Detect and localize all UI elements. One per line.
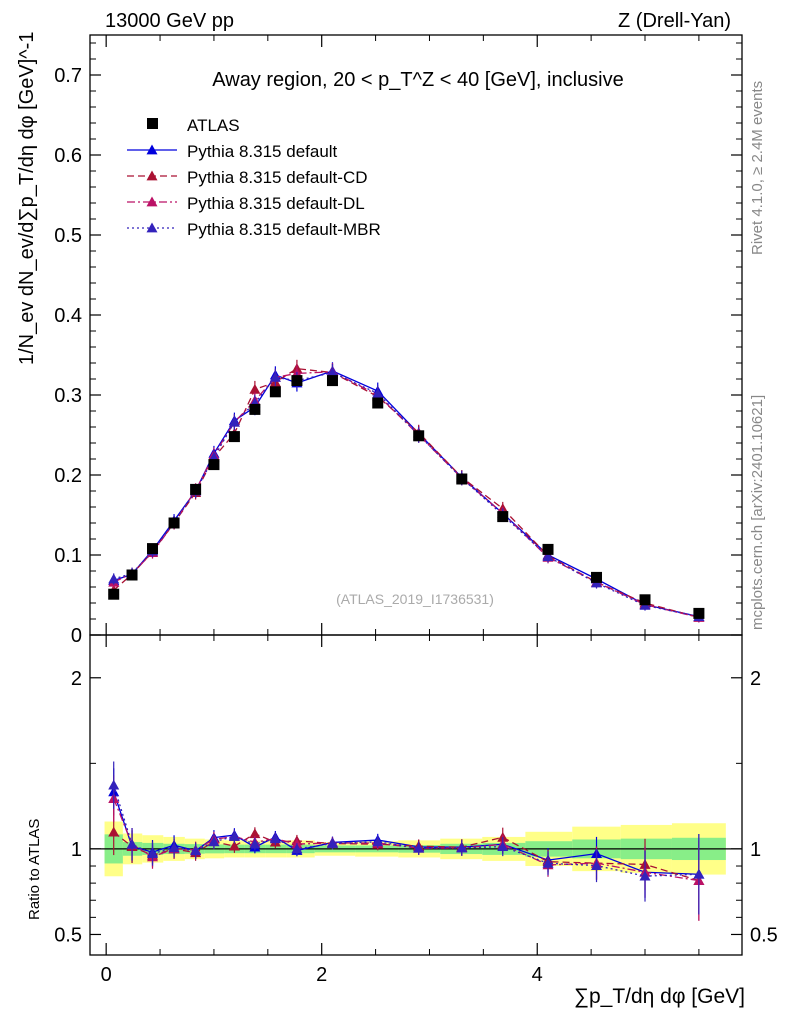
ratio-marker — [228, 840, 240, 851]
ratio-marker — [269, 833, 281, 844]
energy-label: 13000 GeV pp — [105, 10, 234, 32]
ratio-marker — [147, 848, 159, 859]
atlas-data-point — [372, 397, 384, 409]
atlas-data-point — [190, 483, 202, 495]
legend: ATLAS Pythia 8.315 default Pythia 8.315 de… — [127, 116, 381, 239]
ratio-marker — [497, 841, 509, 851]
legend-marker-atlas — [147, 118, 158, 129]
series-marker — [372, 387, 384, 398]
series-marker — [228, 416, 240, 427]
atlas-data-point — [497, 511, 509, 523]
atlas-data-point — [168, 517, 180, 529]
atlas-data-points — [108, 375, 705, 619]
atlas-data-point — [591, 571, 603, 583]
y-tick-label: 0 — [71, 625, 82, 647]
y-tick-label: 0.2 — [54, 465, 82, 487]
ratio-marker — [249, 838, 261, 849]
atlas-data-point — [413, 430, 425, 442]
y-axis-label-main: 1/N_ev dN_ev/d∑p_T/dη dφ [GeV]^-1 — [16, 32, 38, 365]
atlas-data-point — [208, 459, 220, 471]
x-axis-label: ∑p_T/dη dφ [GeV] — [574, 985, 745, 1008]
ratio-marker — [108, 779, 120, 790]
legend-marker-3 — [146, 222, 158, 233]
atlas-data-point — [693, 607, 705, 619]
ratio-marker — [249, 828, 261, 839]
ratio-tick-label-right: 1 — [750, 839, 761, 861]
legend-label-1: Pythia 8.315 default-CD — [187, 168, 368, 187]
atlas-data-point — [456, 473, 468, 485]
series-line-0 — [113, 370, 700, 618]
series-line-1 — [113, 367, 700, 619]
y-tick-label: 0.4 — [54, 305, 82, 327]
ratio-marker — [456, 842, 468, 853]
atlas-data-point — [228, 431, 240, 443]
legend-marker-1 — [146, 170, 158, 181]
axis-ticks: 0 0.1 0.2 0.3 0.4 0.5 0.6 0.7 0.5 0.5 1 1 2 2 0 2 4 — [54, 35, 778, 986]
ratio-tick-label: 2 — [71, 668, 82, 690]
series-marker — [108, 573, 120, 584]
y-axis-label-ratio: Ratio to ATLAS — [26, 819, 43, 920]
chart-title: Away region, 20 < p_T^Z < 40 [GeV], incl… — [212, 69, 623, 91]
ratio-tick-label: 1 — [71, 839, 82, 861]
ratio-tick-label: 0.5 — [54, 924, 82, 946]
ratio-marker — [190, 845, 202, 856]
ratio-marker — [168, 842, 180, 853]
analysis-watermark: (ATLAS_2019_I1736531) — [336, 591, 494, 607]
ratio-marker — [228, 830, 240, 841]
atlas-data-point — [326, 375, 338, 387]
ratio-marker — [126, 838, 138, 849]
atlas-data-point — [542, 543, 554, 555]
ratio-panel-frame — [89, 634, 743, 956]
x-tick-label: 2 — [316, 964, 327, 986]
ratio-tick-label-right: 2 — [750, 668, 761, 690]
y-tick-label: 0.1 — [54, 545, 82, 567]
legend-marker-2 — [146, 196, 158, 207]
atlas-data-point — [108, 588, 120, 600]
y-tick-label: 0.7 — [54, 65, 82, 87]
ratio-marker — [591, 860, 603, 870]
ratio-marker — [208, 836, 220, 847]
atlas-data-point — [249, 403, 261, 415]
legend-label-3: Pythia 8.315 default-MBR — [187, 220, 381, 239]
ratio-marker — [413, 842, 425, 853]
y-tick-label: 0.5 — [54, 225, 82, 247]
y-tick-label: 0.6 — [54, 145, 82, 167]
ratio-series-group — [108, 761, 705, 921]
legend-label-0: Pythia 8.315 default — [187, 142, 338, 161]
series-marker — [249, 383, 261, 394]
legend-label-2: Pythia 8.315 default-DL — [187, 194, 365, 213]
atlas-data-point — [147, 543, 159, 555]
atlas-data-point — [639, 594, 651, 606]
process-label: Z (Drell-Yan) — [618, 10, 731, 32]
ratio-marker — [372, 836, 384, 847]
ratio-tick-label-right: 0.5 — [750, 924, 778, 946]
series-marker — [542, 551, 554, 561]
x-tick-label: 0 — [101, 964, 112, 986]
series-line-2 — [113, 371, 700, 619]
atlas-data-point — [126, 569, 138, 581]
ratio-marker — [108, 826, 120, 837]
mcplots-source-label: mcplots.cern.ch [arXiv:2401.10621] — [749, 395, 766, 630]
legend-marker-0 — [146, 144, 158, 155]
series-marker — [326, 367, 338, 377]
y-tick-label: 0.3 — [54, 385, 82, 407]
atlas-data-point — [269, 386, 281, 398]
ratio-marker — [542, 857, 554, 868]
x-tick-label: 4 — [532, 964, 543, 986]
ratio-marker — [693, 868, 705, 879]
rivet-version-label: Rivet 4.1.0, ≥ 2.4M events — [749, 81, 766, 255]
atlas-data-point — [291, 375, 303, 387]
ratio-marker — [326, 838, 338, 848]
series-marker — [269, 371, 281, 382]
ratio-marker — [639, 870, 651, 881]
legend-label-atlas: ATLAS — [187, 116, 240, 135]
ratio-marker — [291, 843, 303, 854]
series-line-3 — [113, 371, 700, 618]
